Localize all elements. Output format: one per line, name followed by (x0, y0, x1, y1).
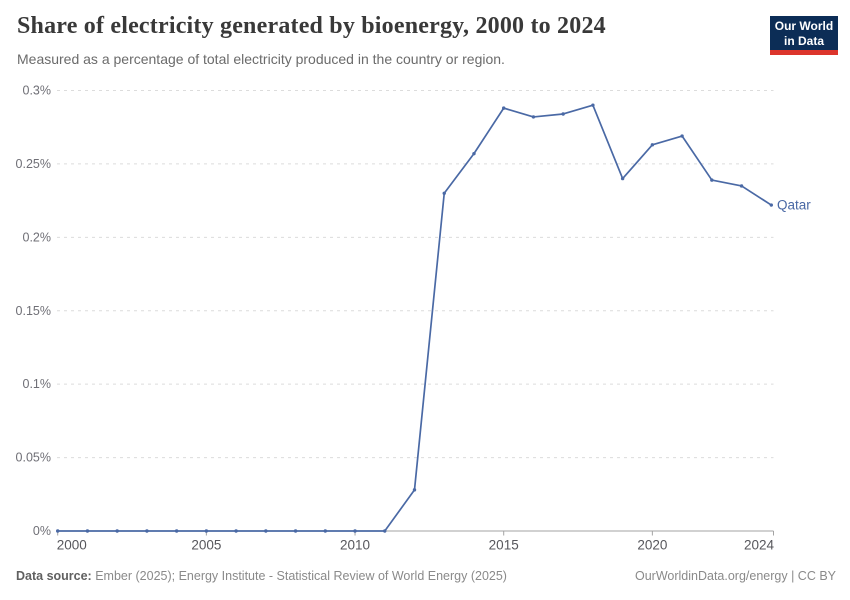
data-point[interactable] (650, 143, 655, 147)
x-tick-label: 2010 (340, 538, 370, 553)
data-point[interactable] (115, 529, 119, 533)
data-point[interactable] (174, 529, 179, 533)
owid-logo[interactable]: Our World in Data (770, 16, 838, 55)
data-point[interactable] (264, 529, 268, 533)
data-point[interactable] (412, 488, 417, 492)
data-point[interactable] (442, 191, 446, 195)
y-tick-label: 0.3% (23, 84, 52, 98)
data-point[interactable] (353, 529, 357, 533)
owid-logo-line1: Our World (774, 19, 834, 33)
data-point[interactable] (383, 529, 387, 533)
y-tick-label: 0.2% (23, 230, 52, 244)
data-point[interactable] (145, 529, 149, 533)
data-point[interactable] (472, 151, 476, 156)
owid-logo-line2: in Data (783, 33, 824, 48)
data-point[interactable] (204, 529, 209, 533)
data-point[interactable] (293, 529, 298, 533)
data-source-label: Data source: (16, 569, 92, 583)
chart-footer: Data source: Ember (2025); Energy Instit… (16, 569, 836, 583)
chart-subtitle: Measured as a percentage of total electr… (17, 51, 505, 67)
data-point[interactable] (234, 529, 238, 533)
x-tick-label: 2005 (191, 538, 221, 553)
data-point[interactable] (680, 134, 684, 138)
data-point[interactable] (56, 529, 60, 533)
x-tick-label: 2024 (744, 538, 775, 553)
series-end-label[interactable]: Qatar (777, 198, 811, 213)
chart-title: Share of electricity generated by bioene… (17, 13, 606, 39)
y-tick-label: 0% (33, 524, 51, 538)
data-point[interactable] (620, 176, 625, 181)
y-tick-label: 0.05% (16, 451, 51, 465)
data-point[interactable] (323, 529, 327, 533)
data-point[interactable] (710, 178, 714, 182)
data-point[interactable] (85, 529, 90, 533)
data-point[interactable] (561, 112, 565, 116)
x-tick-label: 2020 (637, 538, 667, 553)
data-source-note: Data source: Ember (2025); Energy Instit… (16, 569, 507, 583)
data-point[interactable] (502, 106, 506, 110)
series-line-qatar[interactable] (56, 104, 773, 532)
y-tick-label: 0.25% (16, 157, 51, 171)
x-tick-label: 2000 (57, 538, 87, 553)
y-tick-label: 0.15% (16, 304, 51, 318)
data-point[interactable] (591, 103, 595, 107)
data-source-text: Ember (2025); Energy Institute - Statist… (91, 569, 507, 583)
data-point[interactable] (531, 115, 536, 119)
x-tick-label: 2015 (489, 538, 519, 553)
data-point[interactable] (769, 203, 773, 207)
y-tick-label: 0.1% (23, 377, 52, 391)
credit-link[interactable]: OurWorldinData.org/energy | CC BY (634, 569, 836, 583)
data-point[interactable] (739, 184, 744, 188)
